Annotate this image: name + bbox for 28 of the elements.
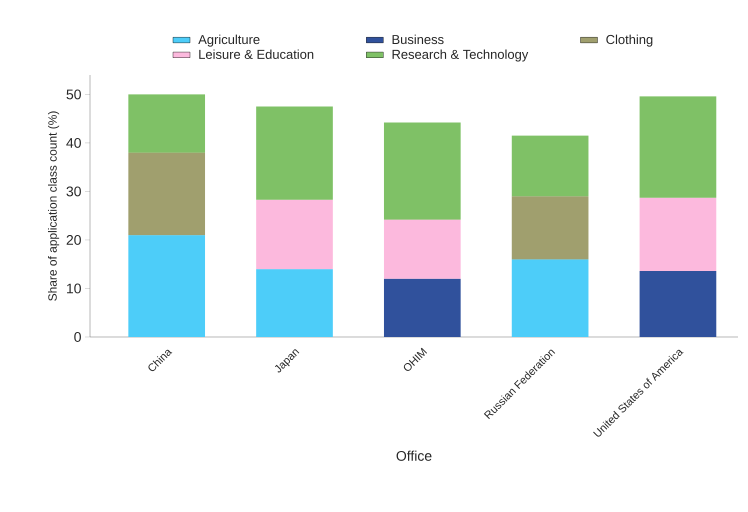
legend-label: Business [392, 34, 444, 44]
bar [640, 271, 716, 337]
y-tick-label: 0 [74, 332, 81, 342]
y-axis-title: Share of application class count (%) [48, 111, 60, 301]
bar [640, 96, 716, 198]
bar [640, 198, 716, 272]
legend-label: Leisure & Education [199, 49, 314, 59]
y-tick-label: 20 [66, 235, 81, 245]
y-tick-label: 40 [66, 138, 81, 148]
bar [128, 94, 206, 153]
bar [256, 106, 333, 200]
legend-label: Agriculture [198, 34, 260, 47]
bar [384, 122, 461, 220]
y-tick-label: 30 [66, 186, 81, 196]
bar [384, 220, 461, 279]
x-axis-title: Office [396, 450, 432, 461]
y-tick-label: 10 [67, 284, 81, 294]
bar [512, 136, 588, 196]
bar [128, 152, 206, 236]
bar [512, 259, 588, 337]
y-tick-label: 50 [66, 89, 81, 100]
bar [512, 196, 588, 260]
legend-label: Clothing [606, 34, 652, 47]
bar [384, 278, 461, 337]
bar [256, 200, 333, 270]
bar [128, 235, 206, 337]
bar [256, 269, 333, 337]
legend-label: Research & Technology [392, 49, 528, 62]
